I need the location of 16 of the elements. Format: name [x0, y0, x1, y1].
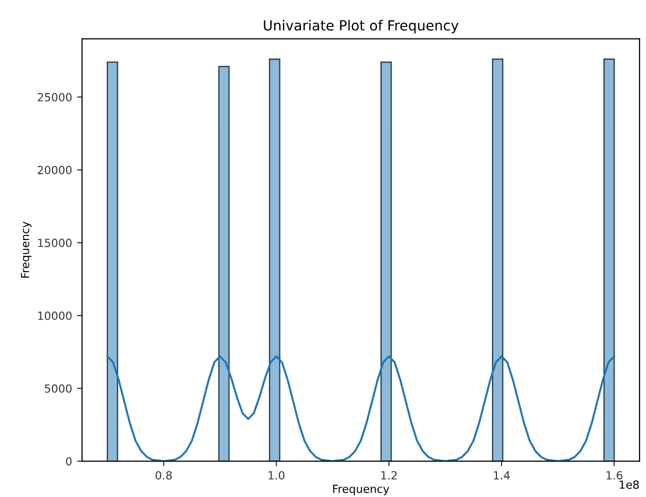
y-tick-label: 0: [66, 457, 72, 466]
y-tick-label: 25000: [38, 93, 72, 102]
x-tick-label: 1.6: [606, 471, 622, 480]
chart-title: Univariate Plot of Frequency: [264, 20, 458, 34]
y-tick-label: 5000: [44, 384, 72, 393]
x-tick-label: 1.0: [268, 471, 284, 480]
x-tick-label: 0.8: [156, 471, 172, 480]
y-tick-label: 15000: [38, 238, 72, 248]
y-tick-label: 20000: [38, 166, 72, 174]
x-axis-title: Frequency: [333, 484, 390, 496]
y-axis-title: Frequency: [21, 222, 32, 278]
text: 1e8: [620, 480, 639, 489]
line-series: [106, 355, 616, 462]
y-tick-label: 10000: [38, 312, 72, 320]
x-tick-label: 1.4: [494, 471, 510, 480]
x-tick-label: 1.2: [381, 471, 397, 480]
